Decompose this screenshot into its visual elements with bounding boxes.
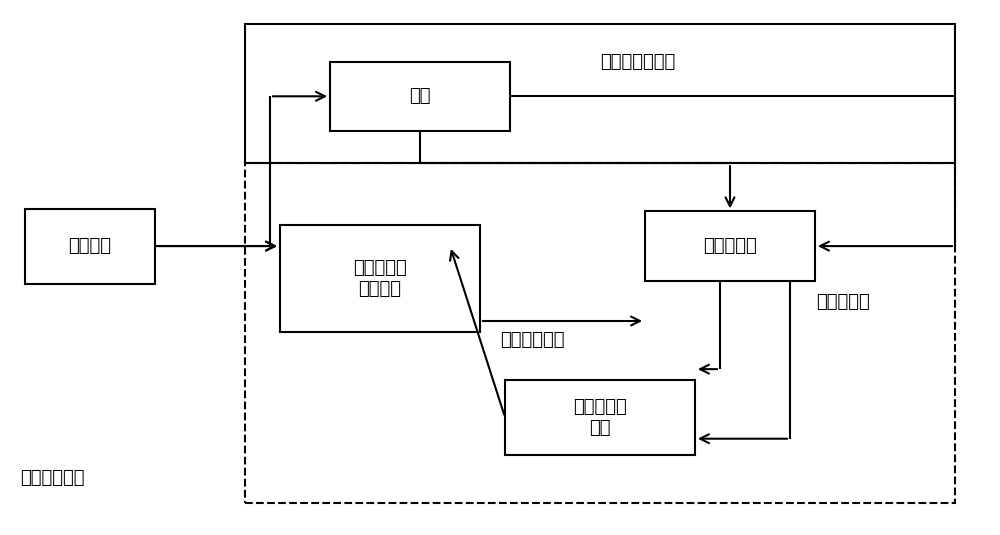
Bar <box>280 225 480 332</box>
Bar <box>645 211 815 281</box>
Text: 力、力矩: 力、力矩 <box>68 237 112 255</box>
Text: 状态估计值: 状态估计值 <box>816 293 870 311</box>
Bar <box>245 163 955 503</box>
Bar <box>505 380 695 455</box>
Text: 参数待辨识
船舶模型: 参数待辨识 船舶模型 <box>353 259 407 297</box>
Text: 参数辨识算法: 参数辨识算法 <box>20 469 84 487</box>
Text: 辨识出的参数: 辨识出的参数 <box>500 331 564 349</box>
Text: 粒子滤波器: 粒子滤波器 <box>703 237 757 255</box>
Bar <box>25 209 155 284</box>
Text: 船舶参数估
计器: 船舶参数估 计器 <box>573 398 627 437</box>
Bar <box>330 62 510 131</box>
Bar <box>245 24 955 163</box>
Text: 船舶: 船舶 <box>409 87 431 105</box>
Text: 船舶输出观测值: 船舶输出观测值 <box>600 52 675 71</box>
